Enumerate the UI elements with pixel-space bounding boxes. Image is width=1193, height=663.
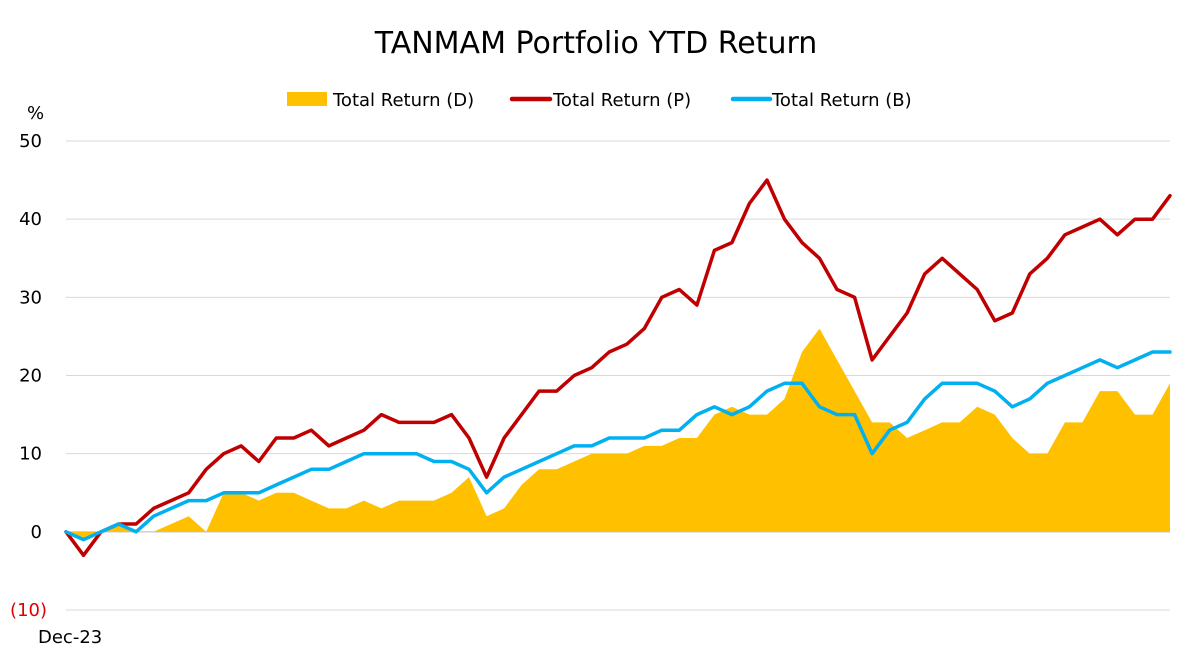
y-tick-label: 0	[31, 522, 42, 543]
chart-title: TANMAM Portfolio YTD Return	[374, 26, 818, 61]
y-tick-label: (10)	[10, 600, 47, 621]
series-p	[64, 178, 1172, 558]
y-tick-label: 10	[19, 444, 42, 465]
legend-label-p: Total Return (P)	[552, 90, 691, 111]
legend-swatch-d	[287, 92, 327, 106]
series-b	[64, 350, 1172, 542]
legend-label-b: Total Return (B)	[771, 90, 912, 111]
series-layer	[64, 178, 1172, 558]
y-axis-unit: %	[27, 103, 44, 124]
line-total-return-b	[64, 350, 1172, 542]
line-total-return-p	[64, 178, 1172, 558]
legend: Total Return (D) Total Return (P) Total …	[287, 90, 912, 111]
legend-label-d: Total Return (D)	[332, 90, 474, 111]
gridlines	[66, 140, 1170, 611]
y-tick-label: 30	[19, 287, 42, 308]
x-axis-tick-label: Dec-23	[38, 627, 102, 648]
y-axis-ticks: 50 40 30 20 10 0 (10)	[10, 131, 47, 621]
area-total-return-d	[66, 328, 1170, 540]
y-tick-label: 20	[19, 366, 42, 387]
y-tick-label: 40	[19, 209, 42, 230]
series-d	[66, 328, 1170, 540]
y-tick-label: 50	[19, 131, 42, 152]
